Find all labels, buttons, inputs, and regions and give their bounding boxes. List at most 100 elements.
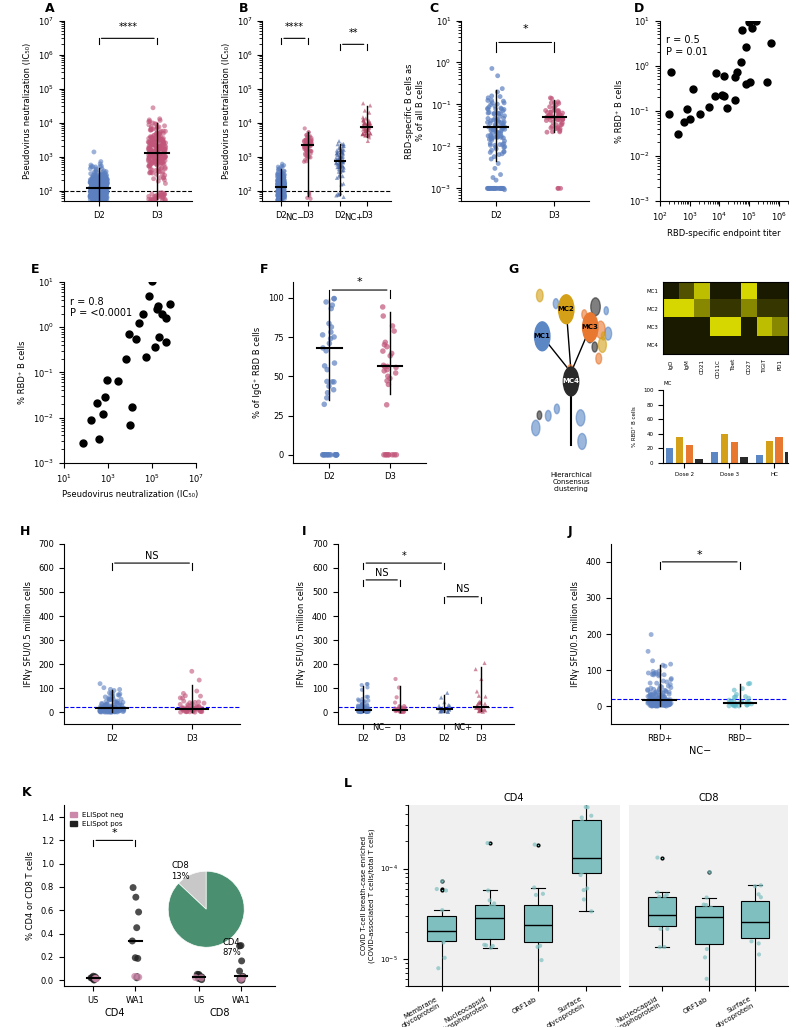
Point (657, 693, 669, 710)
Point (333, 147, 345, 163)
Point (330, 447, 342, 463)
Point (271, 190, 284, 206)
Point (94, 158, 107, 175)
Point (97, 168, 110, 185)
Point (151, 134, 164, 150)
Point (654, 920, 667, 937)
Point (94, 703, 107, 720)
Point (334, 140, 346, 156)
Point (146, 155, 158, 172)
Point (396, 699, 408, 716)
Point (334, 148, 347, 164)
Point (158, 134, 170, 150)
Point (110, 699, 123, 716)
Point (158, 172, 171, 188)
Point (193, 700, 205, 717)
Point (271, 188, 283, 204)
Point (150, 144, 163, 160)
Point (358, 115, 371, 131)
Point (154, 132, 167, 149)
Point (152, 330, 165, 346)
Point (479, 702, 492, 719)
Point (273, 185, 286, 201)
Point (302, 128, 314, 145)
Point (355, 703, 368, 720)
Point (544, 89, 556, 106)
Point (90, 971, 103, 987)
Point (650, 691, 663, 708)
Point (489, 98, 501, 114)
Point (271, 183, 284, 199)
Point (650, 689, 663, 706)
Point (94, 173, 107, 189)
Point (580, 823, 593, 839)
Point (273, 190, 286, 206)
Point (88, 179, 100, 195)
Text: *: * (522, 24, 528, 34)
Point (92, 189, 105, 205)
Point (87, 971, 100, 987)
Point (150, 153, 163, 169)
Point (275, 181, 288, 197)
Point (146, 138, 158, 154)
Point (551, 103, 564, 119)
Point (753, 946, 766, 962)
Point (527, 918, 540, 935)
Point (352, 698, 365, 715)
Point (181, 697, 194, 714)
Point (100, 372, 113, 388)
Point (553, 122, 566, 139)
Point (156, 306, 169, 322)
Point (274, 181, 287, 197)
Point (388, 447, 401, 463)
Point (94, 702, 107, 719)
Point (93, 189, 106, 205)
Point (498, 144, 510, 160)
Point (178, 693, 190, 710)
Point (274, 177, 287, 193)
Point (333, 161, 345, 178)
Text: CD4: CD4 (104, 1007, 125, 1018)
Point (745, 695, 758, 712)
Point (488, 899, 501, 915)
Point (84, 183, 96, 199)
Point (113, 702, 126, 719)
Point (87, 169, 100, 186)
Point (526, 927, 539, 944)
Point (157, 150, 170, 166)
Point (88, 184, 101, 200)
Point (154, 147, 166, 163)
Point (94, 193, 107, 210)
Point (99, 182, 111, 198)
Point (195, 702, 208, 719)
Point (272, 188, 285, 204)
Point (108, 701, 121, 718)
Point (490, 172, 502, 188)
Point (489, 122, 501, 139)
Y-axis label: IFNγ SFU/0.5 million cells: IFNγ SFU/0.5 million cells (24, 581, 33, 687)
Point (109, 702, 122, 719)
Point (578, 891, 591, 908)
Point (361, 703, 373, 720)
Point (273, 176, 286, 192)
Point (642, 643, 654, 659)
Point (656, 906, 669, 922)
Point (88, 189, 101, 205)
Point (273, 185, 286, 201)
Point (96, 187, 109, 203)
Point (301, 135, 314, 151)
Point (482, 180, 494, 196)
Point (356, 696, 369, 713)
Point (657, 673, 669, 689)
Point (354, 700, 367, 717)
Text: ****: **** (119, 23, 137, 32)
Point (100, 189, 112, 205)
Point (85, 174, 98, 190)
Point (487, 121, 500, 138)
Point (474, 694, 486, 711)
Point (362, 126, 375, 143)
Point (654, 694, 667, 711)
Point (755, 877, 767, 893)
Point (546, 109, 559, 125)
Point (542, 109, 555, 125)
